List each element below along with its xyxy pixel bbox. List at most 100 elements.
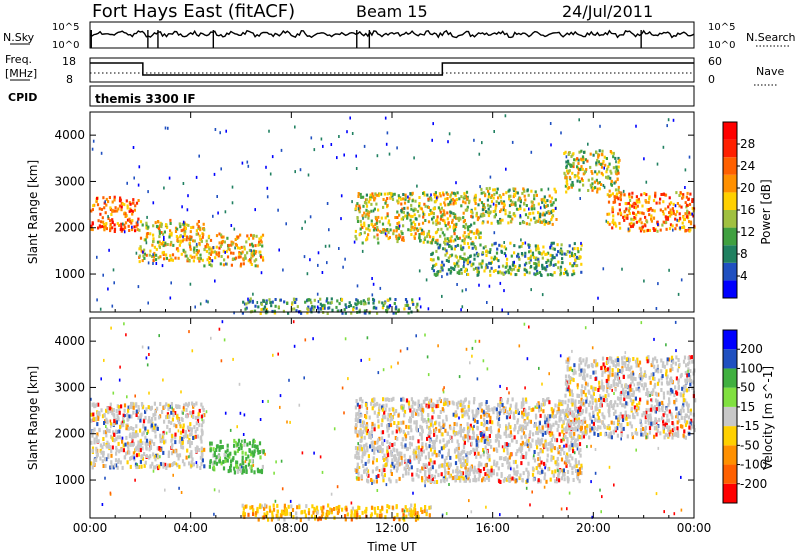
power-cells-cell-486 [230, 263, 233, 267]
power-cells-cell-1702 [542, 211, 545, 215]
vel-cells-cell-1304 [521, 414, 524, 419]
vel-cells-cell-1080 [569, 453, 572, 458]
vel-cells-cell-1608 [578, 479, 581, 484]
power-cells-scatter-53 [230, 224, 233, 227]
power-cells-scatter-253 [169, 296, 172, 300]
power-cells-scatter-234 [501, 308, 503, 312]
power-cells-cell-884 [384, 216, 387, 220]
power-cells-cell-2171 [618, 221, 621, 225]
power-cells-cell-465 [249, 260, 252, 264]
power-cells-scatter-210 [214, 128, 217, 131]
power-cells-cell-327 [197, 257, 200, 260]
vel-cells-cell-1471 [442, 402, 446, 407]
vel-cells-cell-398 [147, 405, 150, 410]
power-cells-cell-229 [192, 248, 196, 252]
vel-cells-cell-1809 [354, 405, 357, 410]
power-cells-cell-1177 [470, 214, 473, 218]
vel-cells-cell-2045 [415, 427, 418, 432]
power-cells-cell-1261 [541, 264, 544, 268]
power-cells-cell-1920 [566, 186, 569, 190]
vel-cells-cell-1952 [572, 412, 575, 417]
vel-cells-cell-2231 [507, 465, 510, 470]
power-cells-cell-776 [403, 206, 406, 210]
vel-cells-cell-2054 [366, 428, 369, 433]
power-cells-cell-1057 [398, 233, 401, 237]
power-cells-cell-940 [462, 234, 465, 238]
power-cells-cell-1597 [517, 207, 520, 211]
vel-cells-cell-1723 [400, 442, 403, 446]
power-cells-cell-1919 [580, 157, 583, 161]
vel-cells-cell-563 [182, 429, 185, 434]
vel-cells-cell-2354 [552, 422, 555, 427]
power-cells-cell-168 [153, 245, 156, 249]
power-cells-cell-22 [126, 218, 130, 222]
vel-cells-cell-1947 [509, 430, 512, 435]
power-cells-cell-267 [160, 222, 163, 226]
power-cbar-swatch-9 [723, 122, 737, 140]
power-cells-cell-1863 [618, 158, 621, 162]
power-cells-scatter-30 [362, 216, 364, 220]
power-cells-cell-2070 [606, 221, 610, 225]
power-cells-cell-992 [369, 197, 372, 201]
power-cells-scatter-237 [627, 227, 630, 231]
power-cbar-swatch-4 [723, 210, 737, 228]
power-cells-cell-1555 [464, 258, 468, 262]
power-cells-cell-1309 [494, 269, 497, 272]
power-cells-cell-928 [367, 210, 370, 214]
vel-cells-cell-781 [263, 506, 266, 511]
vel-cells-cell-773 [401, 508, 404, 513]
power-cells-cell-1892 [617, 171, 620, 175]
vel-cells-cell-50 [154, 423, 157, 428]
power-cells-cell-2190 [674, 213, 677, 217]
power-cells-cell-2169 [674, 217, 677, 221]
vel-cells-cell-1865 [391, 430, 394, 435]
vel-cells-cell-775 [429, 505, 432, 510]
vel-cells-cell-1185 [580, 397, 583, 402]
vel-cells-cell-679 [222, 466, 226, 471]
vel-cells-cell-196 [143, 463, 146, 468]
power-cells-cell-373 [223, 240, 226, 244]
vel-cells-cell-1253 [423, 418, 426, 423]
power-cells-cell-1624 [536, 219, 540, 223]
vel-cells-cell-1526 [463, 427, 466, 432]
power-cells-cell-1038 [402, 236, 405, 240]
power-cells-cell-923 [410, 207, 413, 211]
power-cells-cell-1022 [477, 232, 480, 236]
power-cells-scatter-7 [187, 194, 189, 198]
power-cells-cell-1460 [557, 250, 560, 254]
vel-cells-cell-195 [197, 415, 200, 420]
power-cells-cell-392 [261, 244, 264, 248]
power-cells-cell-87 [124, 215, 127, 218]
vel-cells-cell-1395 [558, 445, 561, 449]
power-cells-cell-1728 [508, 211, 511, 215]
vel-cells-cell-434 [174, 440, 177, 445]
power-cells-cell-1391 [549, 260, 552, 264]
power-cells-cell-818 [380, 192, 383, 196]
power-cells-cell-1772 [545, 204, 548, 208]
power-cells-cell-1876 [595, 178, 598, 182]
power-cells-cell-860 [355, 204, 358, 208]
vel-cells-cell-1850 [506, 397, 510, 402]
vel-cells-cell-1434 [507, 457, 510, 462]
vel-cells-cell-1428 [520, 404, 523, 409]
vel-cells-cell-726 [344, 514, 347, 519]
power-cells-cell-1281 [459, 244, 462, 248]
power-cells-cell-1377 [534, 244, 537, 248]
vel-cells-cell-911 [361, 510, 364, 515]
power-cells-cell-1045 [404, 193, 407, 197]
vel-cells-cell-458 [153, 425, 156, 430]
vel-cells-cell-1492 [468, 426, 471, 431]
vel-cells-cell-888 [417, 514, 420, 519]
vel-cells-cell-1541 [496, 437, 499, 442]
power-cells-cell-1319 [524, 251, 527, 255]
power-cells-cell-1846 [571, 183, 575, 187]
power-cells-cell-162 [151, 255, 154, 258]
power-cells-cell-1816 [597, 181, 600, 185]
vel-cells-cell-1705 [382, 397, 385, 402]
vel-cells-cell-351 [184, 430, 187, 435]
power-cells-scatter-50 [112, 268, 115, 272]
vel-cells-cell-2374 [433, 443, 436, 448]
vel-cells-cell-227 [101, 459, 104, 464]
power-cells-cell-1062 [440, 227, 443, 231]
power-cells-cell-1483 [437, 246, 440, 250]
